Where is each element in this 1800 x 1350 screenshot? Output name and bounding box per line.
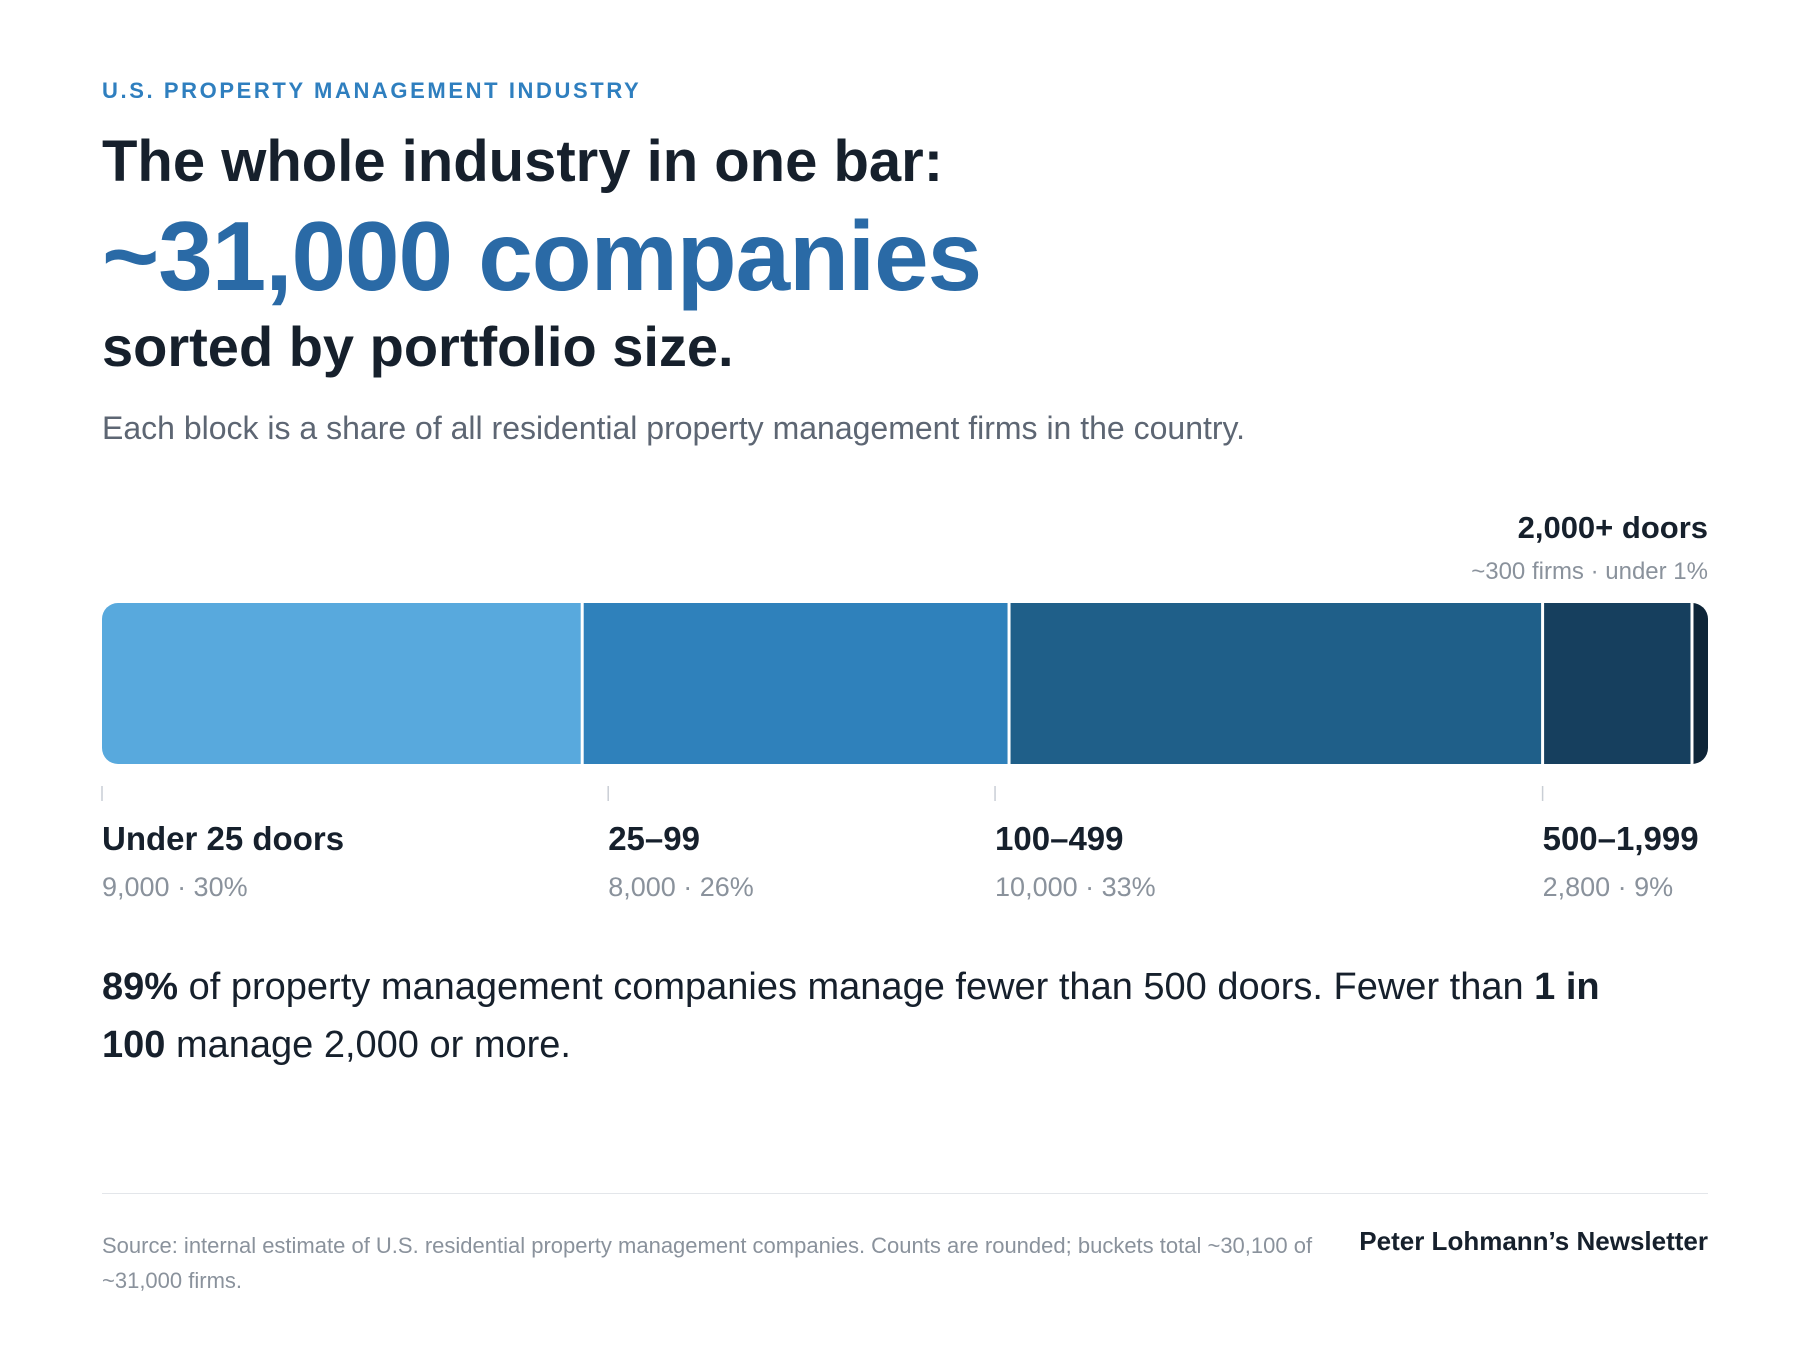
- segment-label-25-99: 25–99 8,000 · 26%: [608, 820, 754, 903]
- bar-segment-2000-plus: [1691, 603, 1708, 764]
- segment-label-500-1999: 500–1,999 2,800 · 9%: [1543, 820, 1699, 903]
- bar-segment-25-99: [582, 603, 1010, 764]
- segment-label-title: Under 25 doors: [102, 820, 345, 857]
- eyebrow-label: U.S. PROPERTY MANAGEMENT INDUSTRY: [102, 78, 642, 103]
- headline-company-count: ~31,000 companies: [102, 201, 982, 311]
- callout-stats: ~300 firms · under 1%: [1471, 558, 1708, 585]
- bar-segment-500-1999: [1542, 603, 1692, 764]
- headline-line-1: The whole industry in one bar:: [102, 129, 944, 194]
- segment-separator: [1007, 603, 1011, 764]
- callout-label: 2,000+ doors: [1517, 510, 1708, 545]
- summary-statement: 89% of property management companies man…: [102, 958, 1602, 1074]
- chart-subtitle: Each block is a share of all residential…: [102, 410, 1246, 446]
- bar-segment-100-499: [1009, 603, 1543, 764]
- footer-divider: [102, 1193, 1708, 1194]
- segment-label-stat: 2,800 · 9%: [1542, 872, 1674, 902]
- callout-2000-plus: 2,000+ doors ~300 firms · under 1%: [1471, 510, 1708, 586]
- segment-label-stat: 9,000 · 30%: [102, 872, 248, 902]
- segment-separator: [1690, 603, 1694, 764]
- segment-label-title: 25–99: [608, 820, 700, 857]
- bar-segments: [102, 603, 1708, 764]
- segment-label-stat: 8,000 · 26%: [608, 872, 754, 902]
- segment-separator: [1541, 603, 1545, 764]
- summary-text-2: manage 2,000 or more.: [165, 1024, 571, 1066]
- segment-label-title: 500–1,999: [1542, 820, 1699, 857]
- headline-line-3: sorted by portfolio size.: [102, 315, 734, 378]
- segment-label-100-499: 100–499 10,000 · 33%: [995, 820, 1156, 903]
- bar-tick-marks: [101, 786, 1544, 801]
- newsletter-brand: Peter Lohmann’s Newsletter: [1359, 1226, 1708, 1256]
- segment-label-title: 100–499: [995, 820, 1124, 857]
- segment-label-stat: 10,000 · 33%: [995, 872, 1156, 902]
- source-note: Source: internal estimate of U.S. reside…: [102, 1233, 1313, 1293]
- segment-separator: [580, 603, 584, 764]
- summary-percent: 89%: [102, 966, 179, 1008]
- bar-segment-under-25: [102, 603, 583, 764]
- summary-text-1: of property management companies manage …: [178, 966, 1535, 1008]
- summary-ratio: 1 in 100: [102, 966, 1600, 1066]
- segment-label-under-25: Under 25 doors 9,000 · 30%: [102, 820, 344, 903]
